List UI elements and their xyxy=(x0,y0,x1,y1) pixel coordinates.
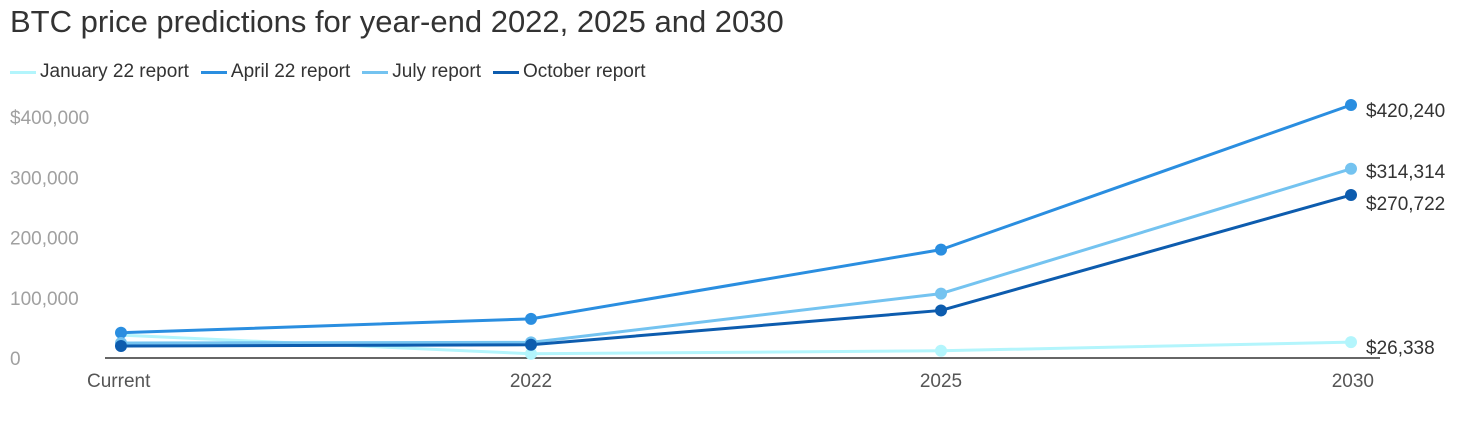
data-point-april-22-report[interactable] xyxy=(935,243,947,256)
series-end-labels: $26,338 $420,240 $314,314 $270,722 xyxy=(1366,101,1446,359)
series-line-july-report xyxy=(120,167,1352,345)
x-axis-ticks: Current 2022 2025 2030 xyxy=(87,371,1374,392)
legend-label-july: July report xyxy=(392,61,481,82)
legend-swatch-april xyxy=(200,70,227,74)
data-point-april-22-report[interactable] xyxy=(525,312,537,325)
legend-label-october: October report xyxy=(522,61,646,82)
end-label-july-report: $314,314 xyxy=(1366,162,1446,183)
legend-swatch-october xyxy=(492,70,519,74)
series-line-april-22-report xyxy=(120,103,1352,335)
y-tick-label: 200,000 xyxy=(10,229,79,250)
legend-item-july[interactable]: July report xyxy=(362,61,481,83)
end-label-april-22-report: $420,240 xyxy=(1366,101,1445,122)
y-tick-label: 300,000 xyxy=(10,168,79,189)
legend-item-april[interactable]: April 22 report xyxy=(200,61,351,83)
legend-label-january: January 22 report xyxy=(40,61,189,82)
data-point-october-report[interactable] xyxy=(1345,189,1357,202)
data-point-october-report[interactable] xyxy=(935,304,947,317)
y-axis-ticks: $400,000 300,000 200,000 100,000 0 xyxy=(10,108,89,370)
data-point-july-report[interactable] xyxy=(1345,162,1357,175)
legend-label-april: April 22 report xyxy=(230,61,351,82)
series-line-october-report xyxy=(120,193,1352,348)
y-tick-label: 0 xyxy=(10,349,21,370)
end-label-october-report: $270,722 xyxy=(1366,194,1445,215)
x-tick-label: Current xyxy=(87,371,151,392)
chart-title: BTC price predictions for year-end 2022,… xyxy=(10,4,784,39)
legend-swatch-january xyxy=(10,70,36,74)
chart-legend: January 22 report April 22 report July r… xyxy=(10,61,657,83)
y-tick-label: $400,000 xyxy=(10,108,89,129)
series-points xyxy=(115,99,1357,360)
legend-item-october[interactable]: October report xyxy=(492,61,646,83)
x-tick-label: 2030 xyxy=(1332,371,1374,392)
data-point-july-report[interactable] xyxy=(935,287,947,300)
data-point-april-22-report[interactable] xyxy=(115,326,127,339)
x-tick-label: 2022 xyxy=(510,371,552,392)
data-point-october-report[interactable] xyxy=(525,338,537,351)
series-lines xyxy=(120,103,1352,356)
data-point-january-22-report[interactable] xyxy=(1345,336,1357,349)
x-tick-label: 2025 xyxy=(920,371,962,392)
data-point-january-22-report[interactable] xyxy=(525,347,537,360)
end-label-january-22-report: $26,338 xyxy=(1366,338,1435,359)
data-point-october-report[interactable] xyxy=(115,339,127,352)
legend-swatch-july xyxy=(362,70,389,74)
data-point-april-22-report[interactable] xyxy=(1345,99,1357,111)
legend-item-january[interactable]: January 22 report xyxy=(10,61,189,83)
data-point-january-22-report[interactable] xyxy=(935,344,947,357)
y-tick-label: 100,000 xyxy=(10,289,79,310)
